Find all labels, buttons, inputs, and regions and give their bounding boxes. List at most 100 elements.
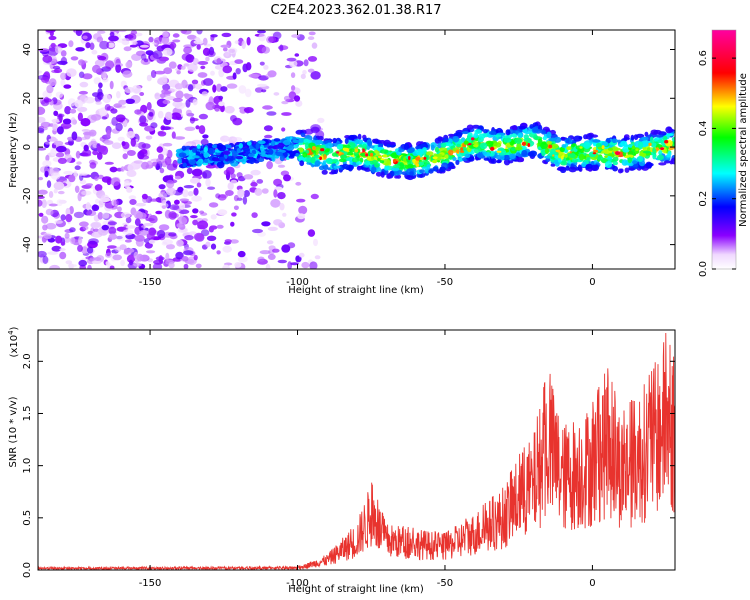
spectrogram-cell	[38, 195, 45, 199]
spectrogram-cell	[158, 192, 167, 199]
spectrogram-cell	[108, 233, 118, 240]
spectrogram-cell	[171, 131, 176, 139]
spectrogram-cell	[202, 37, 208, 46]
spectrogram-cell	[178, 209, 190, 214]
spectrogram-cell	[117, 30, 127, 33]
spectrogram-cell	[134, 234, 145, 242]
spectrogram-cell	[380, 171, 385, 178]
spectrogram-cell	[126, 131, 136, 139]
spectrogram-cell	[115, 64, 122, 73]
spectrogram-cell	[141, 53, 147, 61]
spectrogram-x-axis-label: Height of straight line (km)	[288, 285, 424, 296]
spectrogram-cell	[75, 30, 83, 37]
spectrogram-hotspot	[631, 145, 635, 150]
spectrogram-cell	[103, 140, 114, 146]
spectrogram-cell	[275, 151, 284, 157]
spectrogram-cell	[94, 176, 99, 182]
spectrogram-cell	[265, 263, 271, 269]
colorbar-frame	[711, 29, 737, 270]
spectrogram-cell	[128, 195, 137, 200]
spectrogram-cell	[447, 138, 453, 144]
spectrogram-cell	[116, 234, 127, 241]
spectrogram-cell	[292, 139, 301, 144]
spectrogram-cell	[97, 56, 107, 61]
spectrogram-cell	[264, 134, 273, 139]
spectrogram-cell	[136, 253, 144, 262]
spectrogram-cell	[54, 46, 63, 54]
spectrogram-cell	[242, 195, 248, 205]
spectrogram-cell	[279, 203, 285, 211]
spectrogram-cell	[209, 225, 218, 230]
spectrogram-cell	[419, 173, 423, 178]
spectrogram-cell	[521, 150, 528, 157]
spectrogram-cell	[621, 159, 628, 166]
spectrogram-cell	[113, 199, 119, 208]
spectrogram-cell	[307, 56, 318, 62]
spectrogram-cell	[38, 189, 48, 195]
spectrogram-cell	[122, 70, 133, 78]
spectrogram-cell	[257, 256, 265, 262]
spectrogram-cell	[38, 147, 47, 151]
spectrogram-cell	[126, 254, 136, 263]
spectrogram-cell	[108, 35, 119, 42]
spectrogram-cell	[158, 56, 169, 62]
spectrogram-cell	[229, 239, 239, 244]
spectrogram-cell	[665, 133, 674, 137]
spectrogram-cell	[277, 143, 285, 148]
spectrogram-cell	[220, 44, 230, 48]
spectrogram-cell	[84, 96, 95, 104]
spectrogram-cell	[172, 33, 180, 38]
spectrogram-cell	[93, 228, 100, 232]
spectrogram-cell	[150, 70, 157, 78]
snr-x-axis-label: Height of straight line (km)	[288, 584, 424, 595]
spectrogram-cell	[46, 180, 52, 189]
spectrogram-cell	[38, 70, 43, 74]
spectrogram-hotspot	[312, 146, 316, 151]
spectrogram-cell	[263, 125, 273, 132]
snr-y-tick-label: 2.0	[22, 353, 33, 369]
spectrogram-cell	[222, 264, 230, 269]
spectrogram-cell	[190, 215, 198, 219]
spectrogram-cell	[292, 136, 297, 141]
spectrogram-cell	[456, 143, 462, 148]
spectrogram-cell	[65, 260, 73, 265]
spectrogram-cell	[516, 152, 522, 157]
spectrogram-cell	[211, 144, 218, 149]
spectrogram-cell	[546, 140, 552, 145]
spectrogram-cell	[568, 166, 577, 173]
spectrogram-cell	[109, 265, 115, 269]
spectrogram-cell	[183, 185, 195, 189]
spectrogram-cell	[85, 183, 93, 187]
spectrogram-cell	[652, 153, 657, 160]
spectrogram-cell	[44, 170, 49, 178]
spectrogram-cell	[419, 169, 425, 174]
spectrogram-cell	[364, 160, 371, 166]
spectrogram-cell	[218, 101, 225, 107]
spectrogram-hotspot	[415, 163, 420, 167]
spectrogram-cell	[505, 129, 511, 136]
spectrogram-cell	[91, 49, 98, 55]
spectrogram-cell	[217, 144, 227, 152]
spectrogram-hotspot	[398, 158, 402, 162]
spectrogram-cell	[566, 157, 570, 161]
spectrogram-cell	[203, 151, 209, 158]
spectrogram-cell	[135, 40, 144, 47]
spectrogram-cell	[139, 44, 150, 48]
spectrogram-cell	[38, 106, 46, 115]
spectrogram-cell	[181, 255, 189, 262]
spectrogram-cell	[165, 111, 173, 121]
spectrogram-cell	[177, 158, 183, 164]
spectrogram-cell	[485, 140, 494, 147]
spectrogram-cell	[150, 122, 158, 129]
spectrogram-cell	[53, 140, 64, 146]
spectrogram-cell	[237, 250, 246, 258]
spectrogram-cell	[74, 185, 80, 193]
spectrogram-cell	[271, 155, 276, 162]
spectrogram-cell	[325, 157, 333, 165]
spectrogram-cell	[101, 176, 112, 183]
spectrogram-hotspot	[437, 160, 440, 163]
spectrogram-cell	[162, 47, 173, 56]
spectrogram-cell	[604, 161, 613, 168]
spectrogram-cell	[353, 151, 359, 157]
